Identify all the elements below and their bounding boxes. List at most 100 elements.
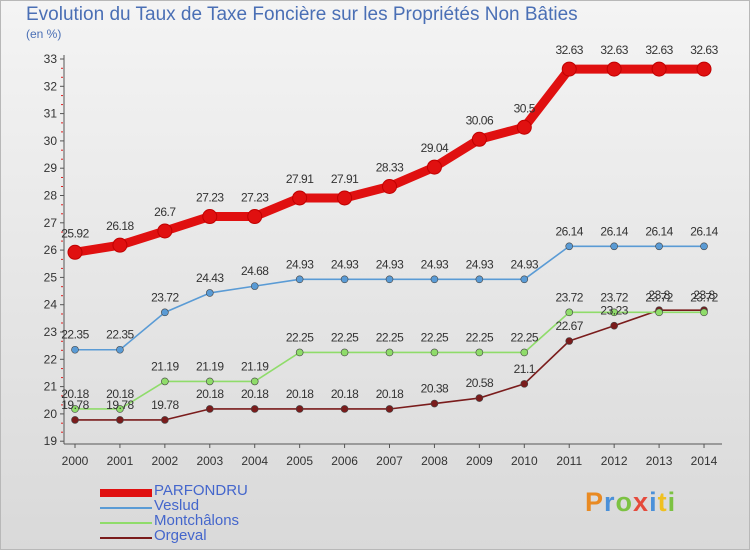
data-point-orgeval — [565, 337, 574, 345]
logo-letter: i — [649, 487, 658, 517]
logo-letter: P — [585, 487, 605, 517]
data-label-parfondru: 30.5 — [514, 101, 536, 115]
data-label-montchalons: 22.25 — [376, 330, 404, 344]
data-label-montchalons: 22.25 — [466, 330, 494, 344]
data-label-orgeval: 20.18 — [241, 387, 269, 401]
x-tick-label: 2009 — [466, 454, 493, 468]
data-point-parfondru — [516, 119, 532, 135]
legend-label-veslud: Veslud — [154, 497, 200, 514]
data-label-montchalons: 23.72 — [690, 290, 718, 304]
data-point-parfondru — [202, 209, 218, 225]
data-label-montchalons: 21.19 — [151, 359, 179, 373]
data-point-orgeval — [116, 416, 124, 424]
data-point-montchalons — [385, 348, 394, 357]
data-point-parfondru — [561, 61, 577, 77]
y-tick-label: 24 — [44, 298, 58, 312]
y-tick-label: 33 — [44, 52, 58, 66]
data-point-parfondru — [337, 190, 353, 206]
data-label-veslud: 26.14 — [645, 224, 673, 238]
y-tick-label: 25 — [44, 270, 58, 284]
x-tick-label: 2008 — [421, 454, 448, 468]
data-label-orgeval: 20.18 — [331, 387, 359, 401]
data-point-orgeval — [250, 405, 259, 413]
y-tick-label: 30 — [44, 134, 58, 148]
proxiti-logo: Proxiti — [585, 487, 676, 518]
data-point-parfondru — [696, 61, 712, 77]
data-point-orgeval — [610, 321, 618, 330]
data-label-veslud: 24.93 — [376, 257, 404, 271]
data-point-orgeval — [205, 405, 214, 413]
y-tick-label: 31 — [44, 107, 58, 121]
x-tick-label: 2004 — [241, 454, 268, 468]
y-tick-label: 22 — [44, 352, 58, 366]
data-label-veslud: 22.35 — [106, 328, 134, 342]
data-label-veslud: 24.93 — [466, 257, 494, 271]
data-label-orgeval: 19.78 — [61, 398, 89, 412]
data-label-veslud: 24.43 — [196, 271, 224, 285]
data-point-orgeval — [71, 416, 79, 424]
data-label-montchalons: 20.18 — [106, 387, 134, 401]
data-point-veslud — [71, 345, 79, 354]
data-label-orgeval: 20.58 — [466, 376, 494, 390]
x-tick-label: 2010 — [511, 454, 538, 468]
data-point-orgeval — [385, 405, 394, 413]
data-label-parfondru: 32.63 — [600, 43, 628, 57]
y-tick-label: 20 — [44, 407, 58, 421]
data-label-veslud: 24.68 — [241, 264, 269, 278]
data-point-veslud — [250, 282, 259, 290]
legend-label-orgeval: Orgeval — [154, 527, 207, 544]
x-tick-label: 2005 — [286, 454, 313, 468]
data-point-montchalons — [161, 377, 169, 386]
legend-label-montchalons: Montchâlons — [154, 512, 240, 529]
data-point-veslud — [205, 289, 214, 297]
x-tick-label: 2006 — [331, 454, 358, 468]
x-tick-label: 2013 — [646, 454, 673, 468]
logo-letter: o — [615, 487, 634, 517]
data-point-parfondru — [471, 131, 487, 147]
chart-subtitle: (en %) — [26, 27, 62, 41]
data-label-orgeval: 23.8 — [693, 288, 715, 302]
data-point-parfondru — [426, 159, 442, 175]
data-point-veslud — [655, 242, 663, 251]
data-label-parfondru: 32.63 — [555, 43, 583, 57]
data-point-parfondru — [606, 61, 622, 77]
data-label-veslud: 23.72 — [151, 290, 179, 304]
data-label-veslud: 22.35 — [61, 328, 89, 342]
data-label-veslud: 24.93 — [421, 257, 449, 271]
data-point-veslud — [295, 275, 304, 284]
data-point-veslud — [610, 242, 618, 251]
data-label-parfondru: 32.63 — [690, 43, 718, 57]
data-label-orgeval: 20.18 — [196, 387, 224, 401]
data-label-veslud: 24.93 — [286, 257, 314, 271]
data-label-montchalons: 23.72 — [600, 290, 628, 304]
logo-letter: r — [604, 487, 616, 517]
data-point-veslud — [520, 275, 529, 284]
x-tick-label: 2007 — [376, 454, 403, 468]
data-label-veslud: 26.14 — [690, 224, 718, 238]
data-label-parfondru: 27.91 — [331, 172, 359, 186]
x-tick-label: 2000 — [62, 454, 89, 468]
data-label-orgeval: 20.38 — [421, 382, 449, 396]
data-point-orgeval — [520, 380, 529, 388]
data-label-orgeval: 20.18 — [286, 387, 314, 401]
legend-swatch-orgeval — [100, 537, 152, 539]
data-label-parfondru: 29.04 — [421, 141, 449, 155]
data-point-veslud — [430, 275, 439, 284]
data-label-orgeval: 19.78 — [151, 398, 179, 412]
y-tick-label: 21 — [44, 380, 58, 394]
data-label-orgeval: 19.78 — [106, 398, 134, 412]
data-label-parfondru: 30.06 — [466, 113, 494, 127]
data-label-orgeval: 23.23 — [600, 304, 628, 318]
data-point-veslud — [340, 275, 349, 284]
data-point-montchalons — [565, 308, 574, 317]
data-label-montchalons: 20.18 — [61, 387, 89, 401]
data-label-montchalons: 23.72 — [555, 290, 583, 304]
legend-swatch-montchalons — [100, 522, 152, 524]
y-tick-label: 26 — [44, 243, 58, 257]
y-tick-label: 28 — [44, 189, 58, 203]
data-label-montchalons: 21.19 — [196, 359, 224, 373]
data-label-montchalons: 22.25 — [511, 330, 539, 344]
data-point-veslud — [475, 275, 484, 284]
data-label-montchalons: 23.72 — [645, 290, 673, 304]
